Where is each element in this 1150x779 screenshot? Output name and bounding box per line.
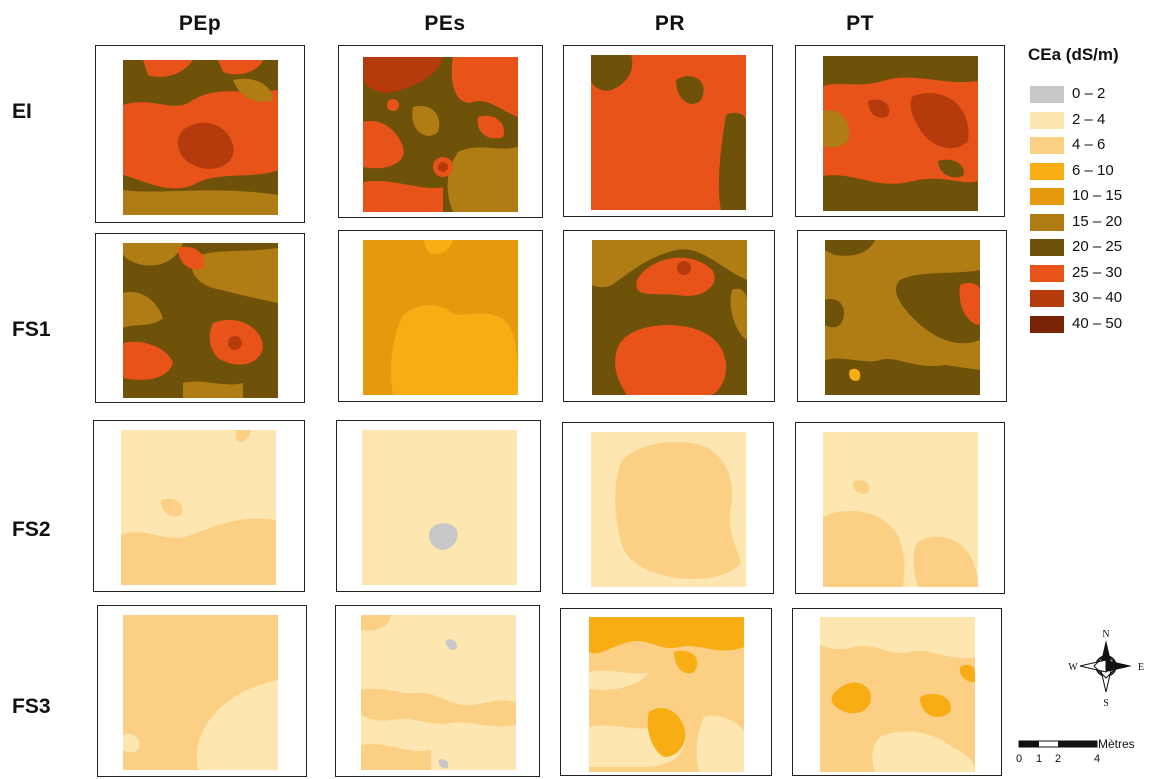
legend-label: 25 – 30 (1072, 263, 1123, 281)
legend-swatch (1030, 239, 1064, 256)
map-panel-fs3-pr (560, 608, 772, 776)
map-panel-ei-pt (795, 45, 1005, 217)
map-raster-ei-pt (823, 56, 978, 211)
legend-swatch (1030, 290, 1064, 307)
row-header-fs2: FS2 (12, 518, 51, 541)
legend-swatch (1030, 188, 1064, 205)
legend-label: 20 – 25 (1072, 238, 1123, 255)
column-header-pr: PR (654, 12, 686, 35)
legend-label: 2 – 4 (1072, 110, 1106, 128)
map-panel-ei-pr (563, 45, 773, 217)
map-raster-fs2-pes (362, 430, 517, 585)
column-header-pep: PEp (178, 12, 222, 35)
north-arrow: N S W E (1068, 628, 1148, 713)
map-panel-fs2-pes (336, 420, 541, 592)
map-panel-fs3-pep (97, 605, 307, 777)
scale-bar: Mètres 0 1 2 4 (1015, 737, 1147, 779)
map-raster-fs3-pr (589, 617, 744, 772)
map-panel-fs2-pep (93, 420, 305, 592)
map-panel-fs1-pes (338, 230, 543, 402)
legend-swatch (1030, 213, 1064, 231)
map-panel-ei-pep (95, 45, 305, 223)
compass-w-label: W (1068, 662, 1078, 673)
map-panel-fs2-pr (562, 422, 774, 594)
legend-label: 30 – 40 (1072, 289, 1123, 306)
map-panel-fs1-pr (563, 230, 775, 402)
map-raster-fs3-pep (123, 615, 278, 770)
legend-swatch (1030, 111, 1064, 129)
legend-swatch (1030, 86, 1064, 103)
map-raster-fs1-pep (123, 243, 278, 398)
legend-label: 6 – 10 (1072, 161, 1114, 179)
scale-unit: Mètres (1098, 738, 1135, 751)
legend-swatch (1030, 162, 1064, 180)
column-header-pes: PEs (424, 12, 466, 35)
legend-swatch (1030, 315, 1064, 333)
map-panel-fs3-pt (792, 608, 1002, 776)
scale-tick-2: 2 (1055, 753, 1061, 765)
legend-swatch (1030, 137, 1064, 154)
row-header-fs3: FS3 (12, 695, 51, 718)
legend-label: 10 – 15 (1072, 187, 1123, 204)
map-raster-fs3-pt (820, 617, 975, 772)
map-raster-ei-pes (363, 57, 518, 212)
map-raster-fs1-pr (592, 240, 747, 395)
scale-tick-0: 0 (1016, 753, 1022, 765)
legend-label: 40 – 50 (1072, 314, 1123, 332)
legend-label: 0 – 2 (1072, 85, 1106, 102)
map-raster-fs2-pr (591, 432, 746, 587)
legend-swatch (1030, 264, 1064, 282)
compass-s-label: S (1103, 698, 1109, 708)
map-panel-fs2-pt (795, 422, 1005, 594)
compass-rose-icon: N S W E (1068, 629, 1144, 709)
row-header-ei: EI (12, 100, 32, 123)
legend-label: 15 – 20 (1072, 212, 1123, 230)
map-raster-ei-pep (123, 60, 278, 215)
map-raster-fs1-pes (363, 240, 518, 395)
map-panel-fs3-pes (335, 605, 540, 777)
legend-title: CEa (dS/m) (1028, 45, 1119, 64)
scale-tick-4: 4 (1094, 753, 1100, 765)
column-header-pt: PT (846, 12, 874, 35)
map-raster-fs2-pep (121, 430, 276, 585)
compass-e-label: E (1138, 662, 1144, 673)
map-panel-fs1-pep (95, 233, 305, 403)
scale-tick-1: 1 (1036, 753, 1042, 765)
map-raster-fs1-pt (825, 240, 980, 395)
map-panel-fs1-pt (797, 230, 1007, 402)
map-panel-ei-pes (338, 45, 543, 218)
map-raster-ei-pr (591, 55, 746, 210)
map-raster-fs3-pes (361, 615, 516, 770)
compass-n-label: N (1102, 629, 1109, 640)
legend-label: 4 – 6 (1072, 136, 1106, 153)
row-header-fs1: FS1 (12, 318, 51, 341)
map-raster-fs2-pt (823, 432, 978, 587)
